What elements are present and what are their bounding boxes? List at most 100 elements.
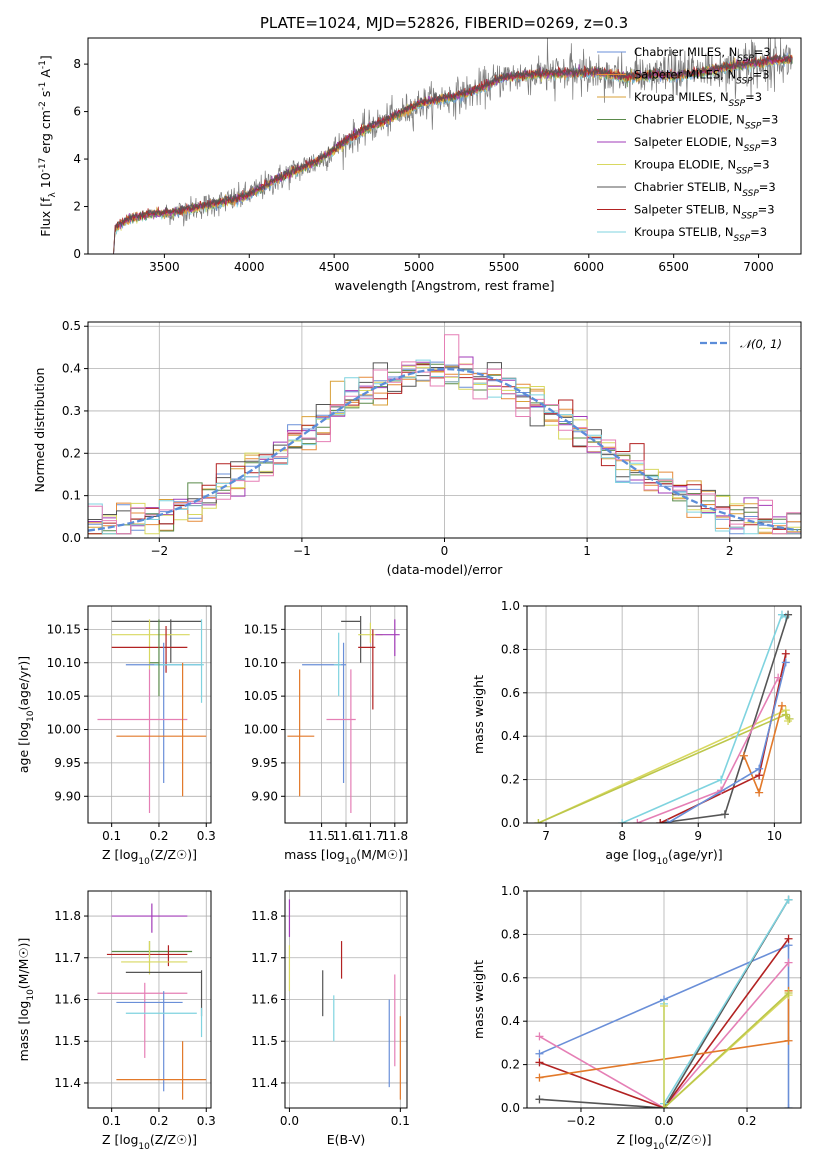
errorbar-point: [125, 642, 202, 783]
errorbar-point: [111, 619, 202, 663]
spectrum-model-kroupa-miles: [113, 54, 793, 254]
x-tick-label: 0.1: [102, 829, 121, 843]
weight-marker: [720, 810, 729, 819]
x-tick-label: 0.2: [149, 1114, 168, 1128]
weight-marker: [535, 1032, 544, 1041]
weight-marker: [784, 958, 793, 967]
errorbar-point: [326, 669, 356, 813]
y-tick-label: 10.00: [244, 723, 278, 737]
legend-entry: Kroupa ELODIE, NSSP=3: [634, 158, 770, 177]
weight-marker: [535, 1095, 544, 1104]
y-tick-label: 0.3: [62, 404, 81, 418]
plot-area-age-vs-mass: [287, 616, 400, 813]
errorbar-point: [111, 619, 190, 670]
x-tick-label: 0.3: [197, 829, 216, 843]
errorbar-point: [97, 669, 188, 813]
weight-marker: [755, 764, 764, 773]
weight-marker: [774, 673, 783, 682]
x-tick-label: 10: [767, 829, 782, 843]
x-tick-label: 0.2: [149, 829, 168, 843]
y-tick-label: 10.05: [244, 689, 278, 703]
y-tick-label: 11.5: [54, 1034, 81, 1048]
y-axis-label: age [log10(age/yr)]: [16, 656, 36, 773]
y-tick-label: 8: [73, 57, 81, 71]
y-axis-label: mass weight: [471, 960, 486, 1039]
weight-marker: [535, 1049, 544, 1058]
weight-line: [539, 938, 790, 1108]
x-axis-label: Z [log10(Z/Z☉)]: [616, 1132, 711, 1152]
x-axis-label: E(B-V): [327, 1132, 366, 1147]
plot-area-weight-vs-age: [534, 610, 794, 823]
y-tick-label: 11.7: [251, 951, 278, 965]
plot-area-residuals: [88, 334, 801, 535]
weight-marker: [717, 775, 726, 784]
x-tick-label: 4500: [319, 260, 350, 274]
legend-entry: Chabrier MILES, NSSP=3: [634, 45, 771, 64]
y-tick-label: 9.95: [251, 756, 278, 770]
y-tick-label: 10.00: [47, 723, 81, 737]
x-axis-label: wavelength [Angstrom, rest frame]: [334, 278, 554, 293]
y-tick-label: 9.90: [251, 789, 278, 803]
x-tick-label: 2: [726, 544, 734, 558]
spectrum-model-chabrier-stelib: [113, 51, 793, 254]
y-tick-label: 10.10: [244, 656, 278, 670]
weight-marker: [618, 819, 627, 823]
x-tick-label: 0.3: [197, 1114, 216, 1128]
y-tick-label: 10.15: [47, 622, 81, 636]
weight-line: [663, 899, 790, 1107]
y-tick-label: 11.5: [251, 1034, 278, 1048]
x-tick-label: 1: [583, 544, 591, 558]
weight-marker: [784, 988, 793, 997]
y-tick-label: 0.4: [62, 362, 81, 376]
y-tick-label: 11.7: [54, 951, 81, 965]
axes-age-vs-Z: 0.1 0.2 0.3 9.90 9.95 10.00 10.05 10.10 10.15 Z […: [16, 605, 216, 867]
plot-area-weight-vs-Z: [535, 895, 793, 1108]
errorbar-point: [116, 991, 183, 1092]
legend-entry: Salpeter MILES, NSSP=3: [634, 68, 770, 87]
x-axis-label: (data-model)/error: [387, 562, 504, 577]
y-tick-label: 6: [73, 105, 81, 119]
y-tick-label: 0.0: [501, 816, 520, 830]
x-tick-label: 0.1: [391, 1114, 410, 1128]
y-tick-label: 0.6: [501, 686, 520, 700]
weight-marker: [784, 934, 793, 943]
axes-weight-vs-Z: −0.2 0.0 0.2 0.0 0.2 0.4 0.6 0.8 1.0 Z [log10(Z/Z…: [471, 884, 802, 1152]
y-tick-label: 1.0: [501, 884, 520, 898]
gaussian-curve: [88, 367, 799, 532]
x-tick-label: 5000: [404, 260, 435, 274]
x-tick-label: 0: [441, 544, 449, 558]
axes-frame: [87, 37, 802, 255]
y-tick-label: 11.8: [54, 909, 81, 923]
weight-marker: [535, 1073, 544, 1082]
y-tick-label: 0.1: [62, 489, 81, 503]
y-tick-label: 11.8: [251, 909, 278, 923]
legend-residuals: 𝒩(0, 1): [700, 337, 782, 351]
y-axis-label: mass [log10(M/M☉)]: [16, 938, 36, 1062]
x-tick-label: 4000: [234, 260, 265, 274]
weight-marker: [784, 895, 793, 904]
weight-marker: [784, 1036, 793, 1045]
weight-marker: [784, 1104, 793, 1108]
axes-spectrum: 3500 4000 4500 5000 5500 6000 6500 7000 0 2 4 6 8 wav…: [38, 37, 802, 293]
weight-marker: [785, 714, 794, 723]
axes-weight-vs-age: 7 8 9 10 0.0 0.2 0.4 0.6 0.8 1.0 age [log10(age/yr…: [471, 599, 802, 867]
weight-marker: [781, 710, 790, 719]
errorbar-point: [341, 616, 362, 663]
axes-mass-vs-Z: 0.1 0.2 0.3 11.4 11.5 11.6 11.7 11.8 Z [log10(Z/…: [16, 890, 216, 1152]
plot-area-age-vs-Z: [97, 619, 207, 813]
x-tick-label: 6500: [658, 260, 689, 274]
weight-line: [663, 994, 790, 1108]
y-tick-label: 4: [73, 152, 81, 166]
errorbar-point: [106, 945, 188, 967]
y-tick-label: 11.4: [251, 1076, 278, 1090]
figure-title: PLATE=1024, MJD=52826, FIBERID=0269, z=0…: [260, 14, 628, 32]
x-tick-label: 0.1: [102, 1114, 121, 1128]
legend-spectrum: Chabrier MILES, NSSP=3 Salpeter MILES, NS…: [597, 45, 778, 244]
y-tick-label: 11.4: [54, 1076, 81, 1090]
errorbar-point: [111, 941, 193, 958]
y-tick-label: 11.6: [251, 993, 278, 1007]
x-tick-label: 0.2: [737, 1114, 756, 1128]
y-tick-label: 0.4: [501, 1014, 520, 1028]
x-axis-label: mass [log10(M/M☉)]: [284, 847, 408, 867]
